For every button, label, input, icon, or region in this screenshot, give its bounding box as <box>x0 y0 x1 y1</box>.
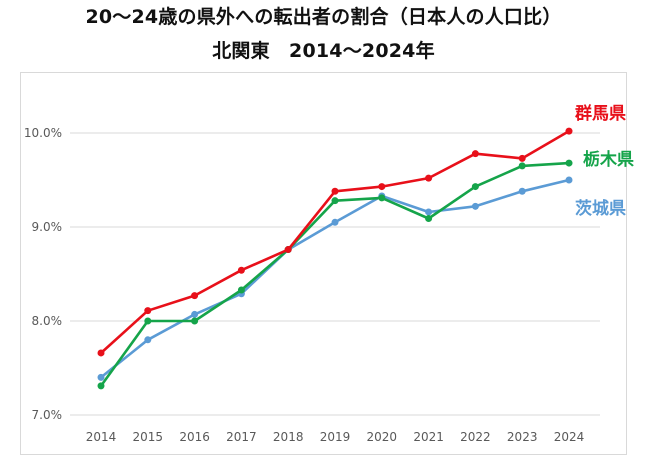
data-point <box>144 317 152 325</box>
data-point <box>97 349 105 357</box>
data-point <box>425 208 433 216</box>
chart-subtitle: 北関東 2014～2024年 <box>212 40 435 62</box>
plot-area-border <box>20 72 627 455</box>
data-point <box>144 307 152 315</box>
data-point <box>471 183 479 191</box>
x-tick-label: 2018 <box>273 430 304 444</box>
x-tick-label: 2016 <box>179 430 210 444</box>
data-point <box>237 266 245 274</box>
data-point <box>331 218 339 226</box>
x-tick-label: 2023 <box>507 430 538 444</box>
x-tick-label: 2019 <box>320 430 351 444</box>
data-point <box>565 176 573 184</box>
data-point <box>518 154 526 162</box>
series-label: 群馬県 <box>575 103 626 124</box>
data-point <box>237 286 245 294</box>
x-tick-label: 2015 <box>133 430 164 444</box>
y-tick-label: 9.0% <box>32 220 63 234</box>
data-point <box>97 382 105 390</box>
data-point <box>378 183 386 191</box>
data-point <box>425 174 433 182</box>
data-point <box>565 127 573 135</box>
data-point <box>191 292 199 300</box>
data-point <box>518 187 526 195</box>
data-point <box>191 317 199 325</box>
x-tick-label: 2017 <box>226 430 257 444</box>
series-line <box>99 178 571 379</box>
data-point <box>144 336 152 344</box>
series-label: 茨城県 <box>575 198 626 219</box>
data-point <box>97 373 105 381</box>
x-tick-label: 2024 <box>554 430 585 444</box>
data-point <box>331 187 339 195</box>
y-tick-label: 7.0% <box>32 408 63 422</box>
y-tick-label: 8.0% <box>32 314 63 328</box>
x-tick-label: 2014 <box>86 430 117 444</box>
data-point <box>425 215 433 223</box>
data-point <box>191 310 199 318</box>
data-point <box>518 162 526 170</box>
data-point <box>378 194 386 202</box>
data-point <box>471 150 479 158</box>
data-point <box>284 246 292 254</box>
series-line <box>99 161 571 388</box>
series-label: 栃木県 <box>583 149 634 170</box>
x-tick-label: 2020 <box>367 430 398 444</box>
x-tick-label: 2022 <box>460 430 491 444</box>
data-point <box>471 202 479 210</box>
chart-title: 20～24歳の県外への転出者の割合（日本人の人口比） <box>85 6 562 28</box>
y-tick-label: 10.0% <box>24 126 62 140</box>
data-point <box>331 197 339 205</box>
data-point <box>565 159 573 167</box>
x-tick-label: 2021 <box>413 430 444 444</box>
